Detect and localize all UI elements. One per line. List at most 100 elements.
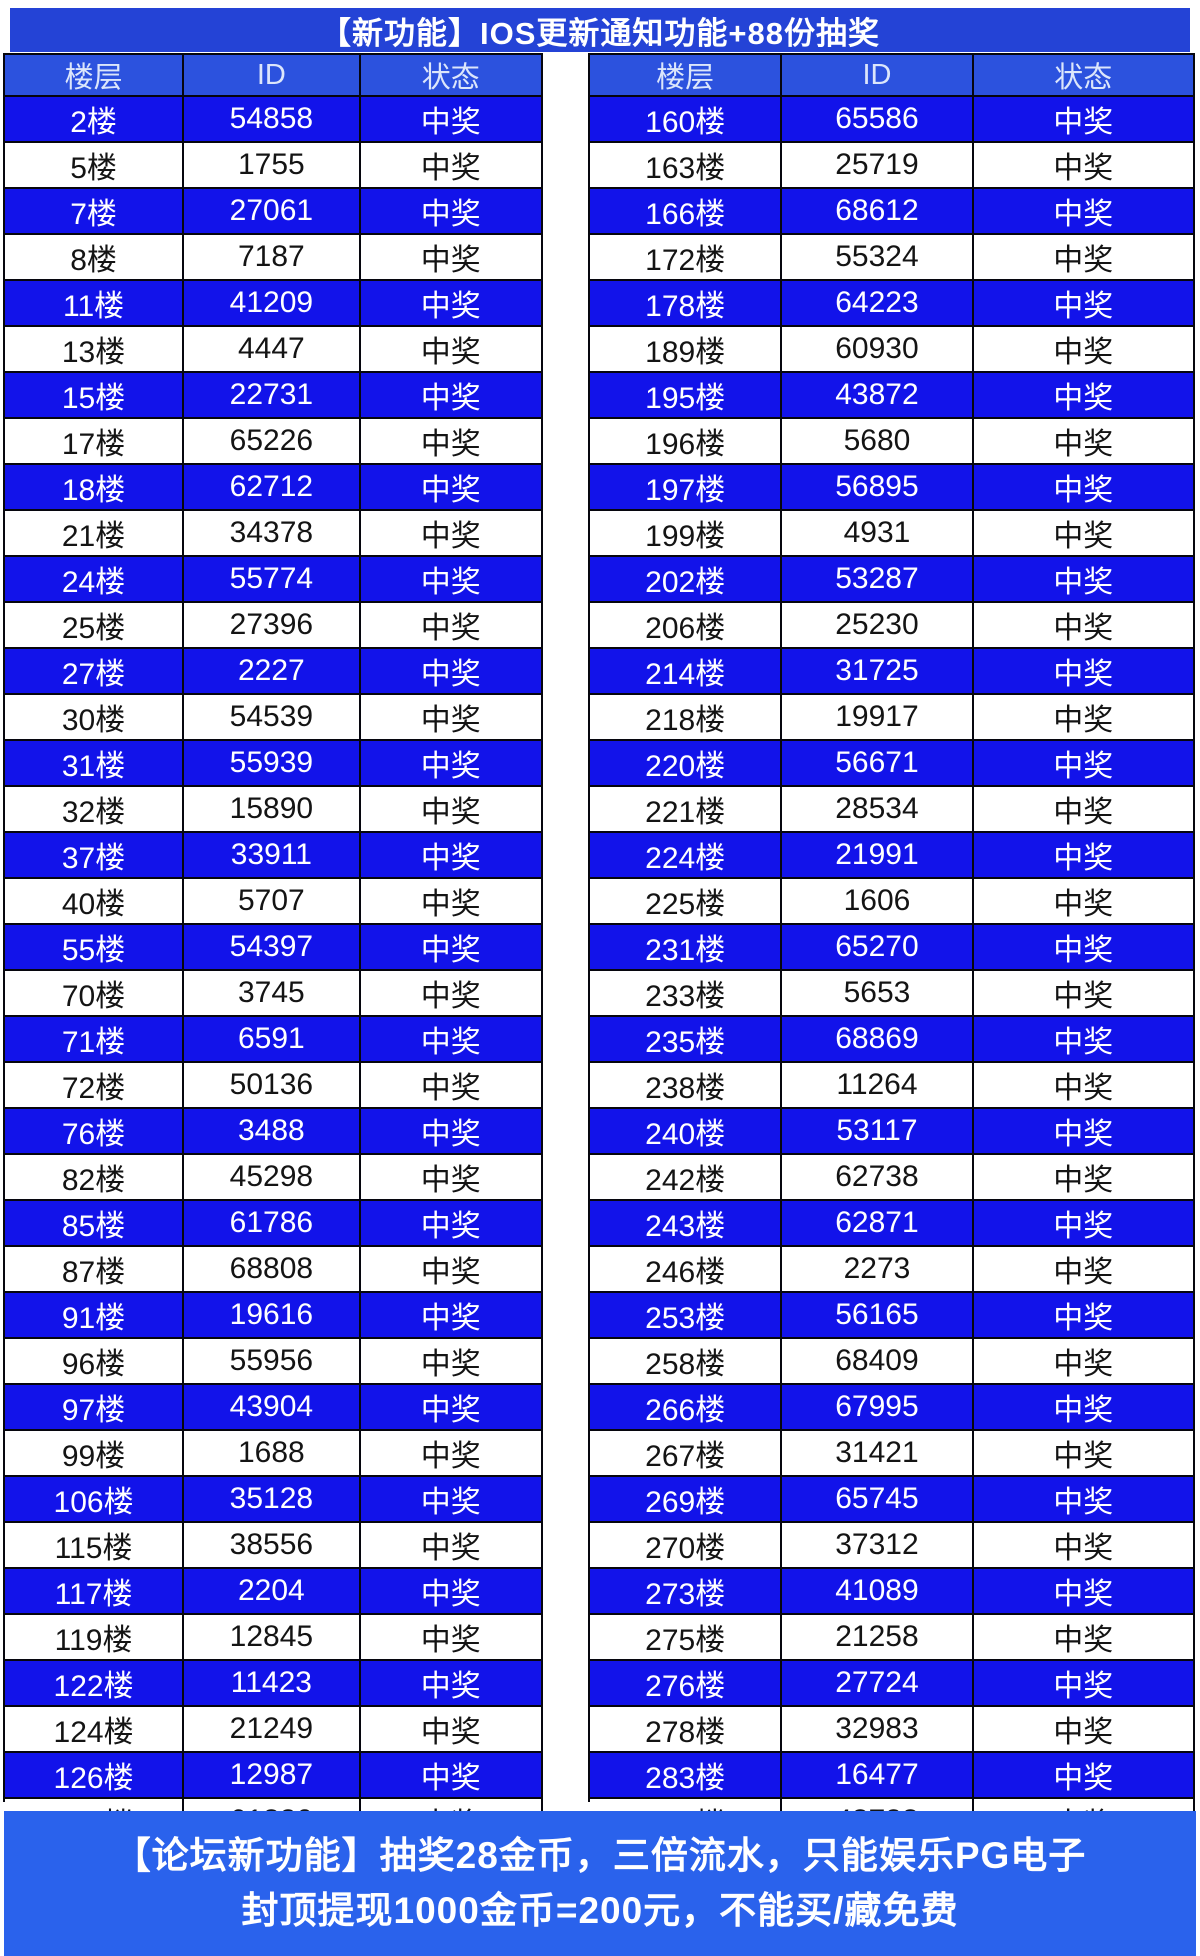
cell-floor: 189楼 (590, 327, 783, 373)
cell-id: 2227 (184, 649, 361, 695)
cell-status: 中奖 (973, 1385, 1195, 1431)
cell-status: 中奖 (360, 603, 543, 649)
cell-status: 中奖 (973, 511, 1195, 557)
table-row: 2楼 54858 中奖 (5, 97, 543, 143)
cell-floor: 8楼 (5, 235, 185, 281)
cell-id: 1755 (184, 143, 361, 189)
cell-floor: 270楼 (590, 1523, 783, 1569)
table-row: 31楼 55939 中奖 (5, 741, 543, 787)
cell-floor: 2楼 (5, 97, 185, 143)
table-row: 115楼 38556 中奖 (5, 1523, 543, 1569)
cell-floor: 40楼 (5, 879, 185, 925)
cell-id: 55956 (184, 1339, 361, 1385)
table-row: 276楼 27724 中奖 (590, 1661, 1195, 1707)
cell-id: 4931 (782, 511, 974, 557)
cell-id: 60930 (782, 327, 974, 373)
table-row: 18楼 62712 中奖 (5, 465, 543, 511)
cell-id: 45298 (184, 1155, 361, 1201)
table-row: 24楼 55774 中奖 (5, 557, 543, 603)
cell-status: 中奖 (360, 1247, 543, 1293)
cell-status: 中奖 (973, 1247, 1195, 1293)
cell-floor: 76楼 (5, 1109, 185, 1155)
table-row: 178楼 64223 中奖 (590, 281, 1195, 327)
cell-id: 1606 (782, 879, 974, 925)
cell-floor: 273楼 (590, 1569, 783, 1615)
cell-status: 中奖 (973, 557, 1195, 603)
cell-id: 61786 (184, 1201, 361, 1247)
cell-status: 中奖 (973, 787, 1195, 833)
cell-id: 12845 (184, 1615, 361, 1661)
cell-floor: 37楼 (5, 833, 185, 879)
table-row: 71楼 6591 中奖 (5, 1017, 543, 1063)
footer-banner: 【论坛新功能】抽奖28金币，三倍流水，只能娱乐PG电子 封顶提现1000金币=2… (4, 1811, 1196, 1956)
table-row: 224楼 21991 中奖 (590, 833, 1195, 879)
cell-status: 中奖 (360, 419, 543, 465)
table-row: 196楼 5680 中奖 (590, 419, 1195, 465)
cell-status: 中奖 (973, 1155, 1195, 1201)
cell-id: 65745 (782, 1477, 974, 1523)
table-header-right: 楼层 ID 状态 (590, 55, 1195, 97)
cell-floor: 172楼 (590, 235, 783, 281)
cell-status: 中奖 (360, 1707, 543, 1753)
table-row: 21楼 34378 中奖 (5, 511, 543, 557)
cell-floor: 91楼 (5, 1293, 185, 1339)
cell-id: 55774 (184, 557, 361, 603)
cell-floor: 195楼 (590, 373, 783, 419)
cell-status: 中奖 (360, 1753, 543, 1799)
cell-id: 56895 (782, 465, 974, 511)
cell-floor: 25楼 (5, 603, 185, 649)
cell-floor: 163楼 (590, 143, 783, 189)
table-header-left: 楼层 ID 状态 (5, 55, 543, 97)
cell-floor: 11楼 (5, 281, 185, 327)
cell-id: 62871 (782, 1201, 974, 1247)
cell-floor: 96楼 (5, 1339, 185, 1385)
table-row: 70楼 3745 中奖 (5, 971, 543, 1017)
table-row: 72楼 50136 中奖 (5, 1063, 543, 1109)
cell-id: 50136 (184, 1063, 361, 1109)
cell-id: 21249 (184, 1707, 361, 1753)
results-table-left: 楼层 ID 状态 2楼 54858 中奖 5楼 1755 中奖 7楼 27061 中奖 8楼 7187 中… (3, 53, 543, 1956)
cell-status: 中奖 (973, 1753, 1195, 1799)
table-row: 5楼 1755 中奖 (5, 143, 543, 189)
cell-floor: 225楼 (590, 879, 783, 925)
cell-id: 3488 (184, 1109, 361, 1155)
cell-status: 中奖 (973, 1201, 1195, 1247)
cell-id: 2273 (782, 1247, 974, 1293)
cell-floor: 119楼 (5, 1615, 185, 1661)
table-row: 275楼 21258 中奖 (590, 1615, 1195, 1661)
cell-status: 中奖 (973, 879, 1195, 925)
cell-status: 中奖 (973, 1339, 1195, 1385)
cell-floor: 17楼 (5, 419, 185, 465)
table-row: 119楼 12845 中奖 (5, 1615, 543, 1661)
cell-id: 15890 (184, 787, 361, 833)
cell-id: 55324 (782, 235, 974, 281)
cell-id: 11423 (184, 1661, 361, 1707)
cell-status: 中奖 (973, 1063, 1195, 1109)
cell-floor: 32楼 (5, 787, 185, 833)
table-row: 231楼 65270 中奖 (590, 925, 1195, 971)
cell-id: 53287 (782, 557, 974, 603)
table-row: 8楼 7187 中奖 (5, 235, 543, 281)
cell-status: 中奖 (973, 235, 1195, 281)
cell-status: 中奖 (973, 833, 1195, 879)
cell-id: 43904 (184, 1385, 361, 1431)
cell-status: 中奖 (973, 695, 1195, 741)
cell-status: 中奖 (360, 557, 543, 603)
cell-floor: 178楼 (590, 281, 783, 327)
cell-status: 中奖 (973, 603, 1195, 649)
cell-id: 68869 (782, 1017, 974, 1063)
cell-id: 5707 (184, 879, 361, 925)
cell-status: 中奖 (360, 1569, 543, 1615)
header-cell: 楼层 (590, 55, 783, 97)
cell-floor: 5楼 (5, 143, 185, 189)
header-cell: 状态 (973, 55, 1195, 97)
cell-status: 中奖 (973, 97, 1195, 143)
cell-id: 54539 (184, 695, 361, 741)
cell-floor: 197楼 (590, 465, 783, 511)
cell-floor: 87楼 (5, 1247, 185, 1293)
cell-status: 中奖 (973, 1523, 1195, 1569)
cell-status: 中奖 (360, 1063, 543, 1109)
header-cell: ID (782, 55, 974, 97)
cell-status: 中奖 (360, 511, 543, 557)
cell-status: 中奖 (973, 465, 1195, 511)
